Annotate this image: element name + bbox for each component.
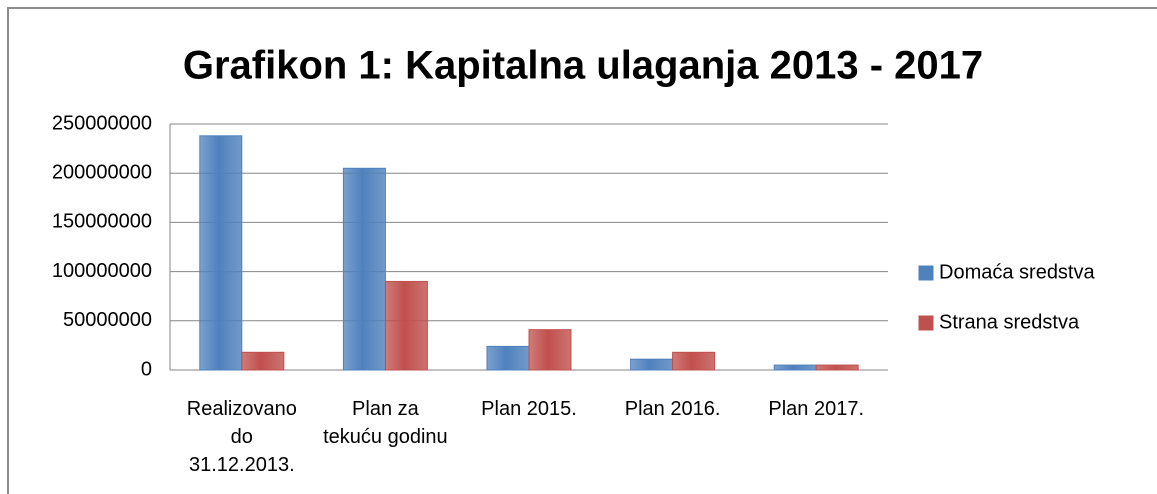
x-tick-label: Plan 2015.	[481, 398, 577, 420]
bar	[342, 167, 386, 371]
bar	[384, 280, 428, 371]
bar	[241, 351, 285, 371]
bar	[486, 345, 530, 371]
y-tick-label: 150000000	[52, 211, 152, 233]
legend-label: Strana sredstva	[939, 311, 1080, 333]
x-tick-label: Realizovano do 31.12.2013.	[186, 398, 297, 476]
bar	[528, 329, 572, 371]
y-tick-label: 0	[141, 358, 152, 380]
y-tick-label: 50000000	[63, 309, 152, 331]
legend-label: Domaća sredstva	[939, 261, 1095, 283]
x-tick-label: Plan 2016.	[624, 398, 721, 420]
y-tick-label: 250000000	[52, 112, 152, 134]
y-tick-label: 200000000	[52, 161, 152, 183]
bar	[630, 358, 674, 371]
x-tick-label: Plan 2017.	[768, 398, 864, 420]
bar	[199, 135, 243, 371]
bar	[672, 351, 716, 371]
y-tick-label: 100000000	[52, 260, 152, 282]
x-tick-label: Plan za tekuću godinu	[323, 398, 448, 448]
legend-swatch	[918, 265, 934, 281]
bar	[773, 364, 817, 371]
bar	[815, 364, 859, 371]
legend-swatch	[918, 315, 934, 331]
chart-title: Grafikon 1: Kapitalna ulaganja 2013 - 20…	[183, 44, 983, 88]
